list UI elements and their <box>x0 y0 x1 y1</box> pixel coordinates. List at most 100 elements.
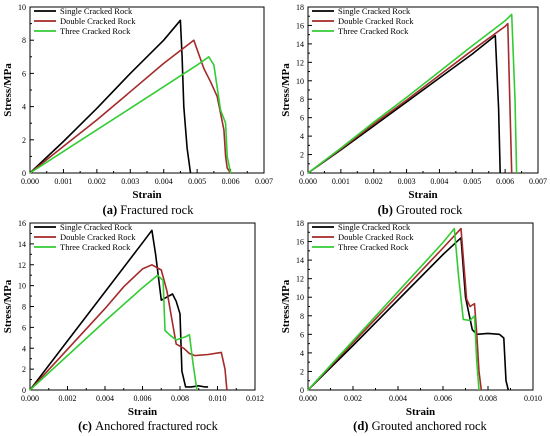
x-tick-label: 0.007 <box>529 177 547 186</box>
y-tick-label: 12 <box>296 58 304 67</box>
y-tick-label: 10 <box>18 282 26 291</box>
legend-label: Single Cracked Rock <box>60 222 133 232</box>
series-line-three <box>29 55 232 174</box>
series-line-single <box>307 34 501 174</box>
y-tick-label: 8 <box>300 312 304 321</box>
y-tick-label: 14 <box>296 256 304 265</box>
x-tick-label: 0.012 <box>246 394 264 403</box>
legend-label: Single Cracked Rock <box>338 6 411 16</box>
panel-caption: (c) Anchored fractured rock <box>78 419 219 433</box>
legend-label: Double Cracked Rock <box>60 16 136 26</box>
y-tick-label: 4 <box>22 103 26 112</box>
legend-label: Three Cracked Rock <box>338 242 409 252</box>
panel-caption-text: Fractured rock <box>117 203 194 217</box>
panel-caption-text: Grouted rock <box>393 203 463 217</box>
legend-label: Three Cracked Rock <box>60 26 131 36</box>
y-tick-label: 0 <box>300 169 304 178</box>
x-tick-label: 0.006 <box>222 177 240 186</box>
x-tick-label: 0.000 <box>299 394 317 403</box>
series-line-three <box>307 227 480 391</box>
y-tick-label: 2 <box>22 136 26 145</box>
y-tick-label: 6 <box>22 69 26 78</box>
chart-panel-d: 0.000 0.002 0.004 0.006 0.008 0.010 0 2 4 6 8 10 12 1… <box>280 219 542 433</box>
x-tick-label: 0.004 <box>430 177 448 186</box>
x-tick-label: 0.008 <box>171 394 189 403</box>
x-tick-label: 0.008 <box>479 394 497 403</box>
y-tick-label: 18 <box>296 219 304 228</box>
x-tick-label: 0.003 <box>398 177 416 186</box>
series-line-double <box>29 39 232 174</box>
y-tick-label: 6 <box>300 114 304 123</box>
y-tick-label: 10 <box>296 77 304 86</box>
y-tick-label: 12 <box>18 261 26 270</box>
y-tick-label: 8 <box>22 303 26 312</box>
series-line-double <box>307 227 483 391</box>
x-tick-label: 0.010 <box>524 394 542 403</box>
y-tick-label: 2 <box>22 365 26 374</box>
y-tick-label: 14 <box>296 40 304 49</box>
legend-label: Single Cracked Rock <box>338 222 411 232</box>
y-tick-label: 12 <box>296 275 304 284</box>
y-tick-label: 8 <box>300 95 304 104</box>
x-tick-label: 0.006 <box>434 394 452 403</box>
y-axis-title: Stress/MPa <box>2 279 14 333</box>
panel-caption-letter: (b) <box>378 203 393 217</box>
series-line-single <box>307 237 510 391</box>
y-tick-label: 16 <box>296 238 304 247</box>
panel-caption-letter: (d) <box>353 419 368 433</box>
series-line-single <box>29 19 192 174</box>
y-tick-label: 8 <box>22 36 26 45</box>
chart-panel-b: 0.000 0.001 0.002 0.003 0.004 0.005 0.006 0.007… <box>280 3 547 217</box>
y-tick-label: 4 <box>22 344 26 353</box>
x-tick-label: 0.006 <box>496 177 514 186</box>
panel-caption-letter: (c) <box>78 419 92 433</box>
y-tick-label: 18 <box>296 3 304 12</box>
x-tick-label: 0.003 <box>121 177 139 186</box>
x-tick-label: 0.002 <box>59 394 77 403</box>
x-tick-label: 0.005 <box>463 177 481 186</box>
y-axis-title: Stress/MPa <box>280 63 292 117</box>
legend-label: Single Cracked Rock <box>60 6 133 16</box>
y-tick-label: 6 <box>300 330 304 339</box>
panel-caption: (d) Grouted anchored rock <box>353 419 487 433</box>
panel-caption-letter: (a) <box>103 203 118 217</box>
x-tick-label: 0.000 <box>299 177 317 186</box>
x-tick-label: 0.002 <box>365 177 383 186</box>
y-tick-label: 16 <box>296 21 304 30</box>
x-axis-title: Strain <box>408 189 437 201</box>
x-axis-title: Strain <box>132 189 161 201</box>
series-line-single <box>29 229 209 391</box>
series-line-three <box>307 13 518 174</box>
y-tick-label: 2 <box>300 151 304 160</box>
chart-panel-a: 0.000 0.001 0.002 0.003 0.004 0.005 0.006 0.007… <box>2 3 273 217</box>
x-tick-label: 0.007 <box>255 177 273 186</box>
panel-caption: (a) Fractured rock <box>103 203 195 217</box>
panel-caption-text: Grouted anchored rock <box>368 419 487 433</box>
x-tick-label: 0.000 <box>21 394 39 403</box>
chart-panel-c: 0.000 0.002 0.004 0.006 0.008 0.010 0.012 0 2 4 6 8… <box>2 219 264 433</box>
x-tick-label: 0.004 <box>389 394 407 403</box>
x-tick-label: 0.000 <box>21 177 39 186</box>
series-line-double <box>29 263 228 391</box>
legend-label: Double Cracked Rock <box>60 232 136 242</box>
x-tick-label: 0.002 <box>88 177 106 186</box>
series-line-double <box>307 22 513 174</box>
panel-caption-text: Anchored fractured rock <box>92 419 219 433</box>
x-tick-label: 0.004 <box>155 177 173 186</box>
y-tick-label: 0 <box>22 386 26 395</box>
legend-label: Three Cracked Rock <box>60 242 131 252</box>
y-tick-label: 0 <box>22 169 26 178</box>
legend-label: Double Cracked Rock <box>338 232 414 242</box>
y-tick-label: 0 <box>300 386 304 395</box>
x-tick-label: 0.004 <box>96 394 114 403</box>
legend-label: Three Cracked Rock <box>338 26 409 36</box>
legend-label: Double Cracked Rock <box>338 16 414 26</box>
series-line-three <box>29 274 198 391</box>
x-tick-label: 0.001 <box>54 177 72 186</box>
x-tick-label: 0.002 <box>344 394 362 403</box>
y-tick-label: 10 <box>296 293 304 302</box>
x-tick-label: 0.010 <box>209 394 227 403</box>
x-tick-label: 0.001 <box>332 177 350 186</box>
y-tick-label: 4 <box>300 349 304 358</box>
